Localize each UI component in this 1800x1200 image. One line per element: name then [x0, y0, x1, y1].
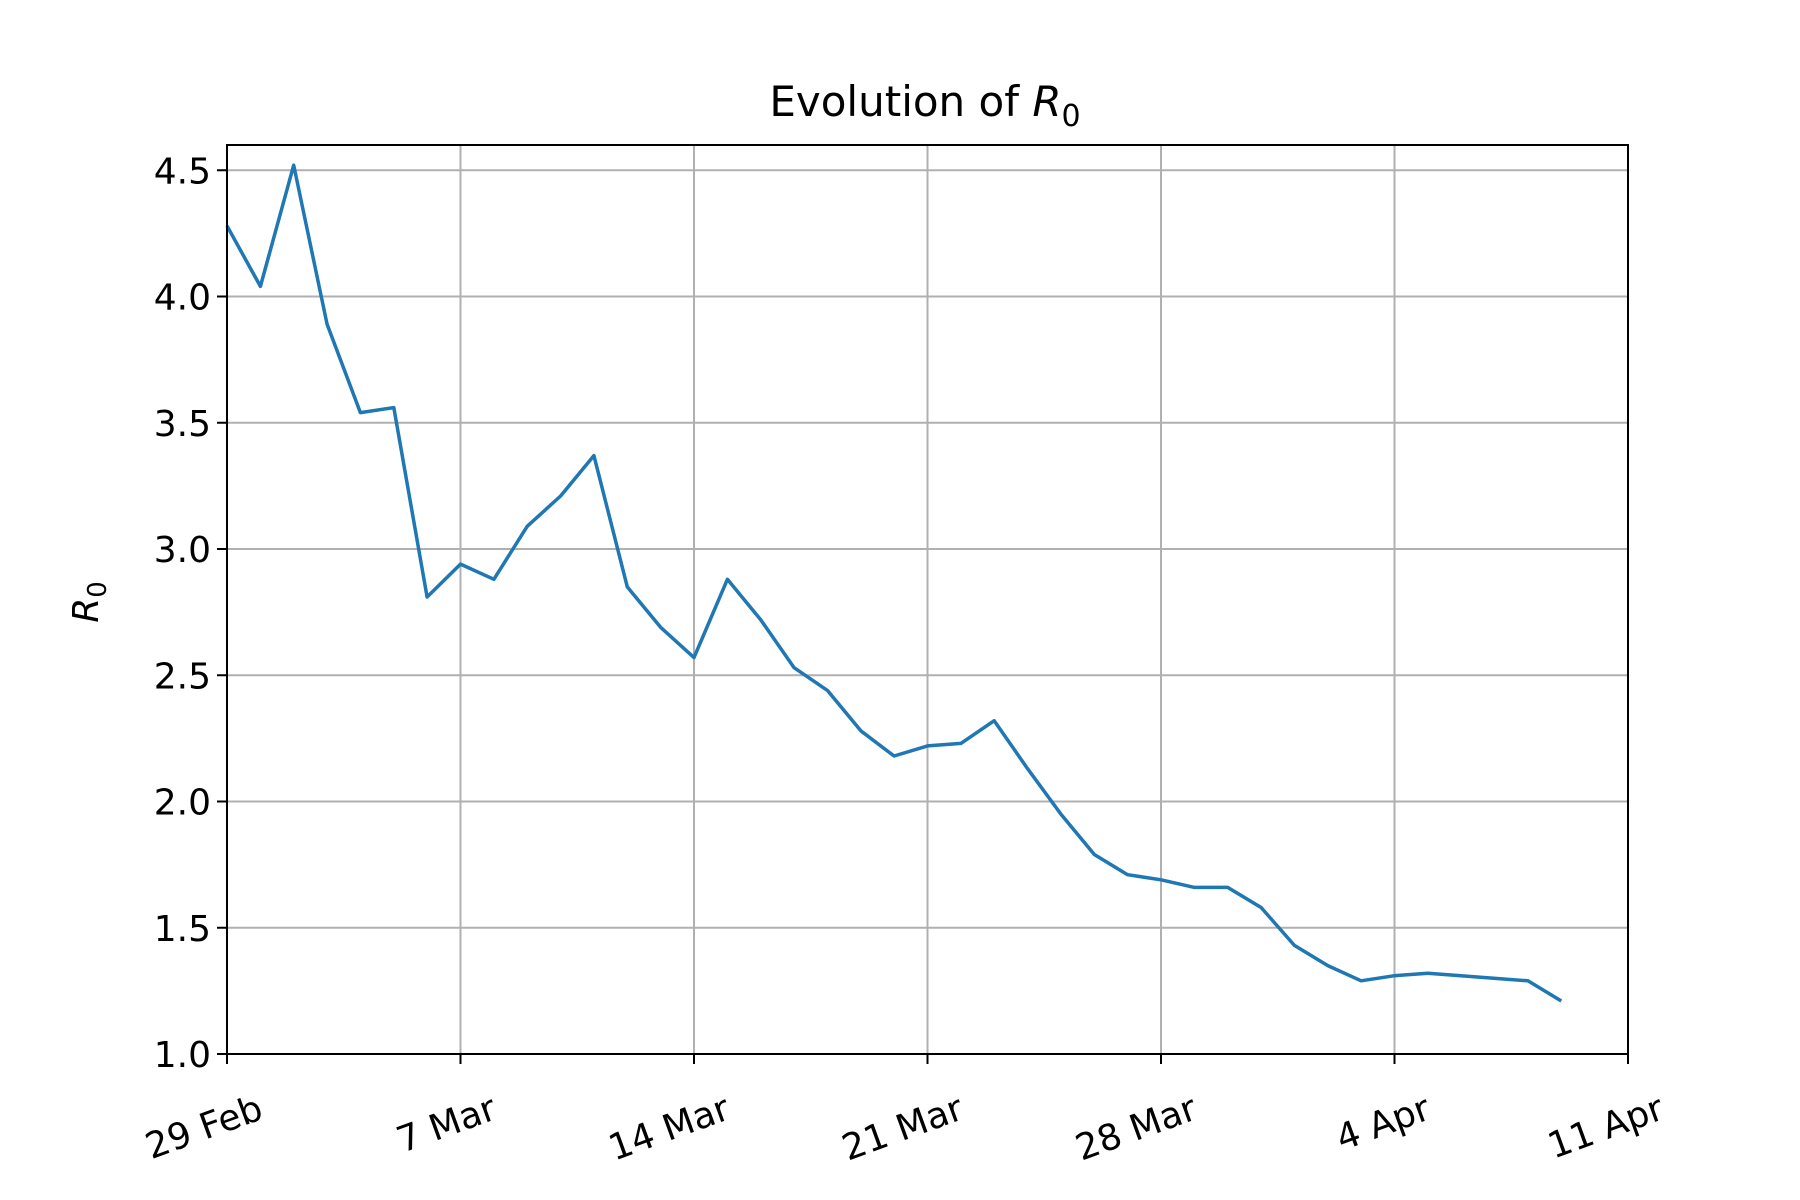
- y-axis-label: R0: [66, 581, 113, 623]
- y-tick-label: 4.5: [154, 151, 211, 192]
- y-tick-label: 1.0: [154, 1035, 211, 1076]
- y-tick-label: 1.5: [154, 909, 211, 950]
- chart-title: Evolution of R0: [769, 77, 1080, 134]
- grid-lines: [226, 145, 1629, 1055]
- y-tick-label: 3.5: [154, 404, 211, 445]
- y-tick-label: 3.0: [154, 530, 211, 571]
- y-tick-label: 4.0: [154, 278, 211, 319]
- y-tick-label: 2.5: [154, 656, 211, 697]
- series-line-r0: [225, 163, 1563, 1003]
- y-tick-label: 2.0: [154, 783, 211, 824]
- y-axis-ticks: 1.0 1.5 2.0 2.5 3.0 3.5 4.0 4.5: [154, 151, 227, 1076]
